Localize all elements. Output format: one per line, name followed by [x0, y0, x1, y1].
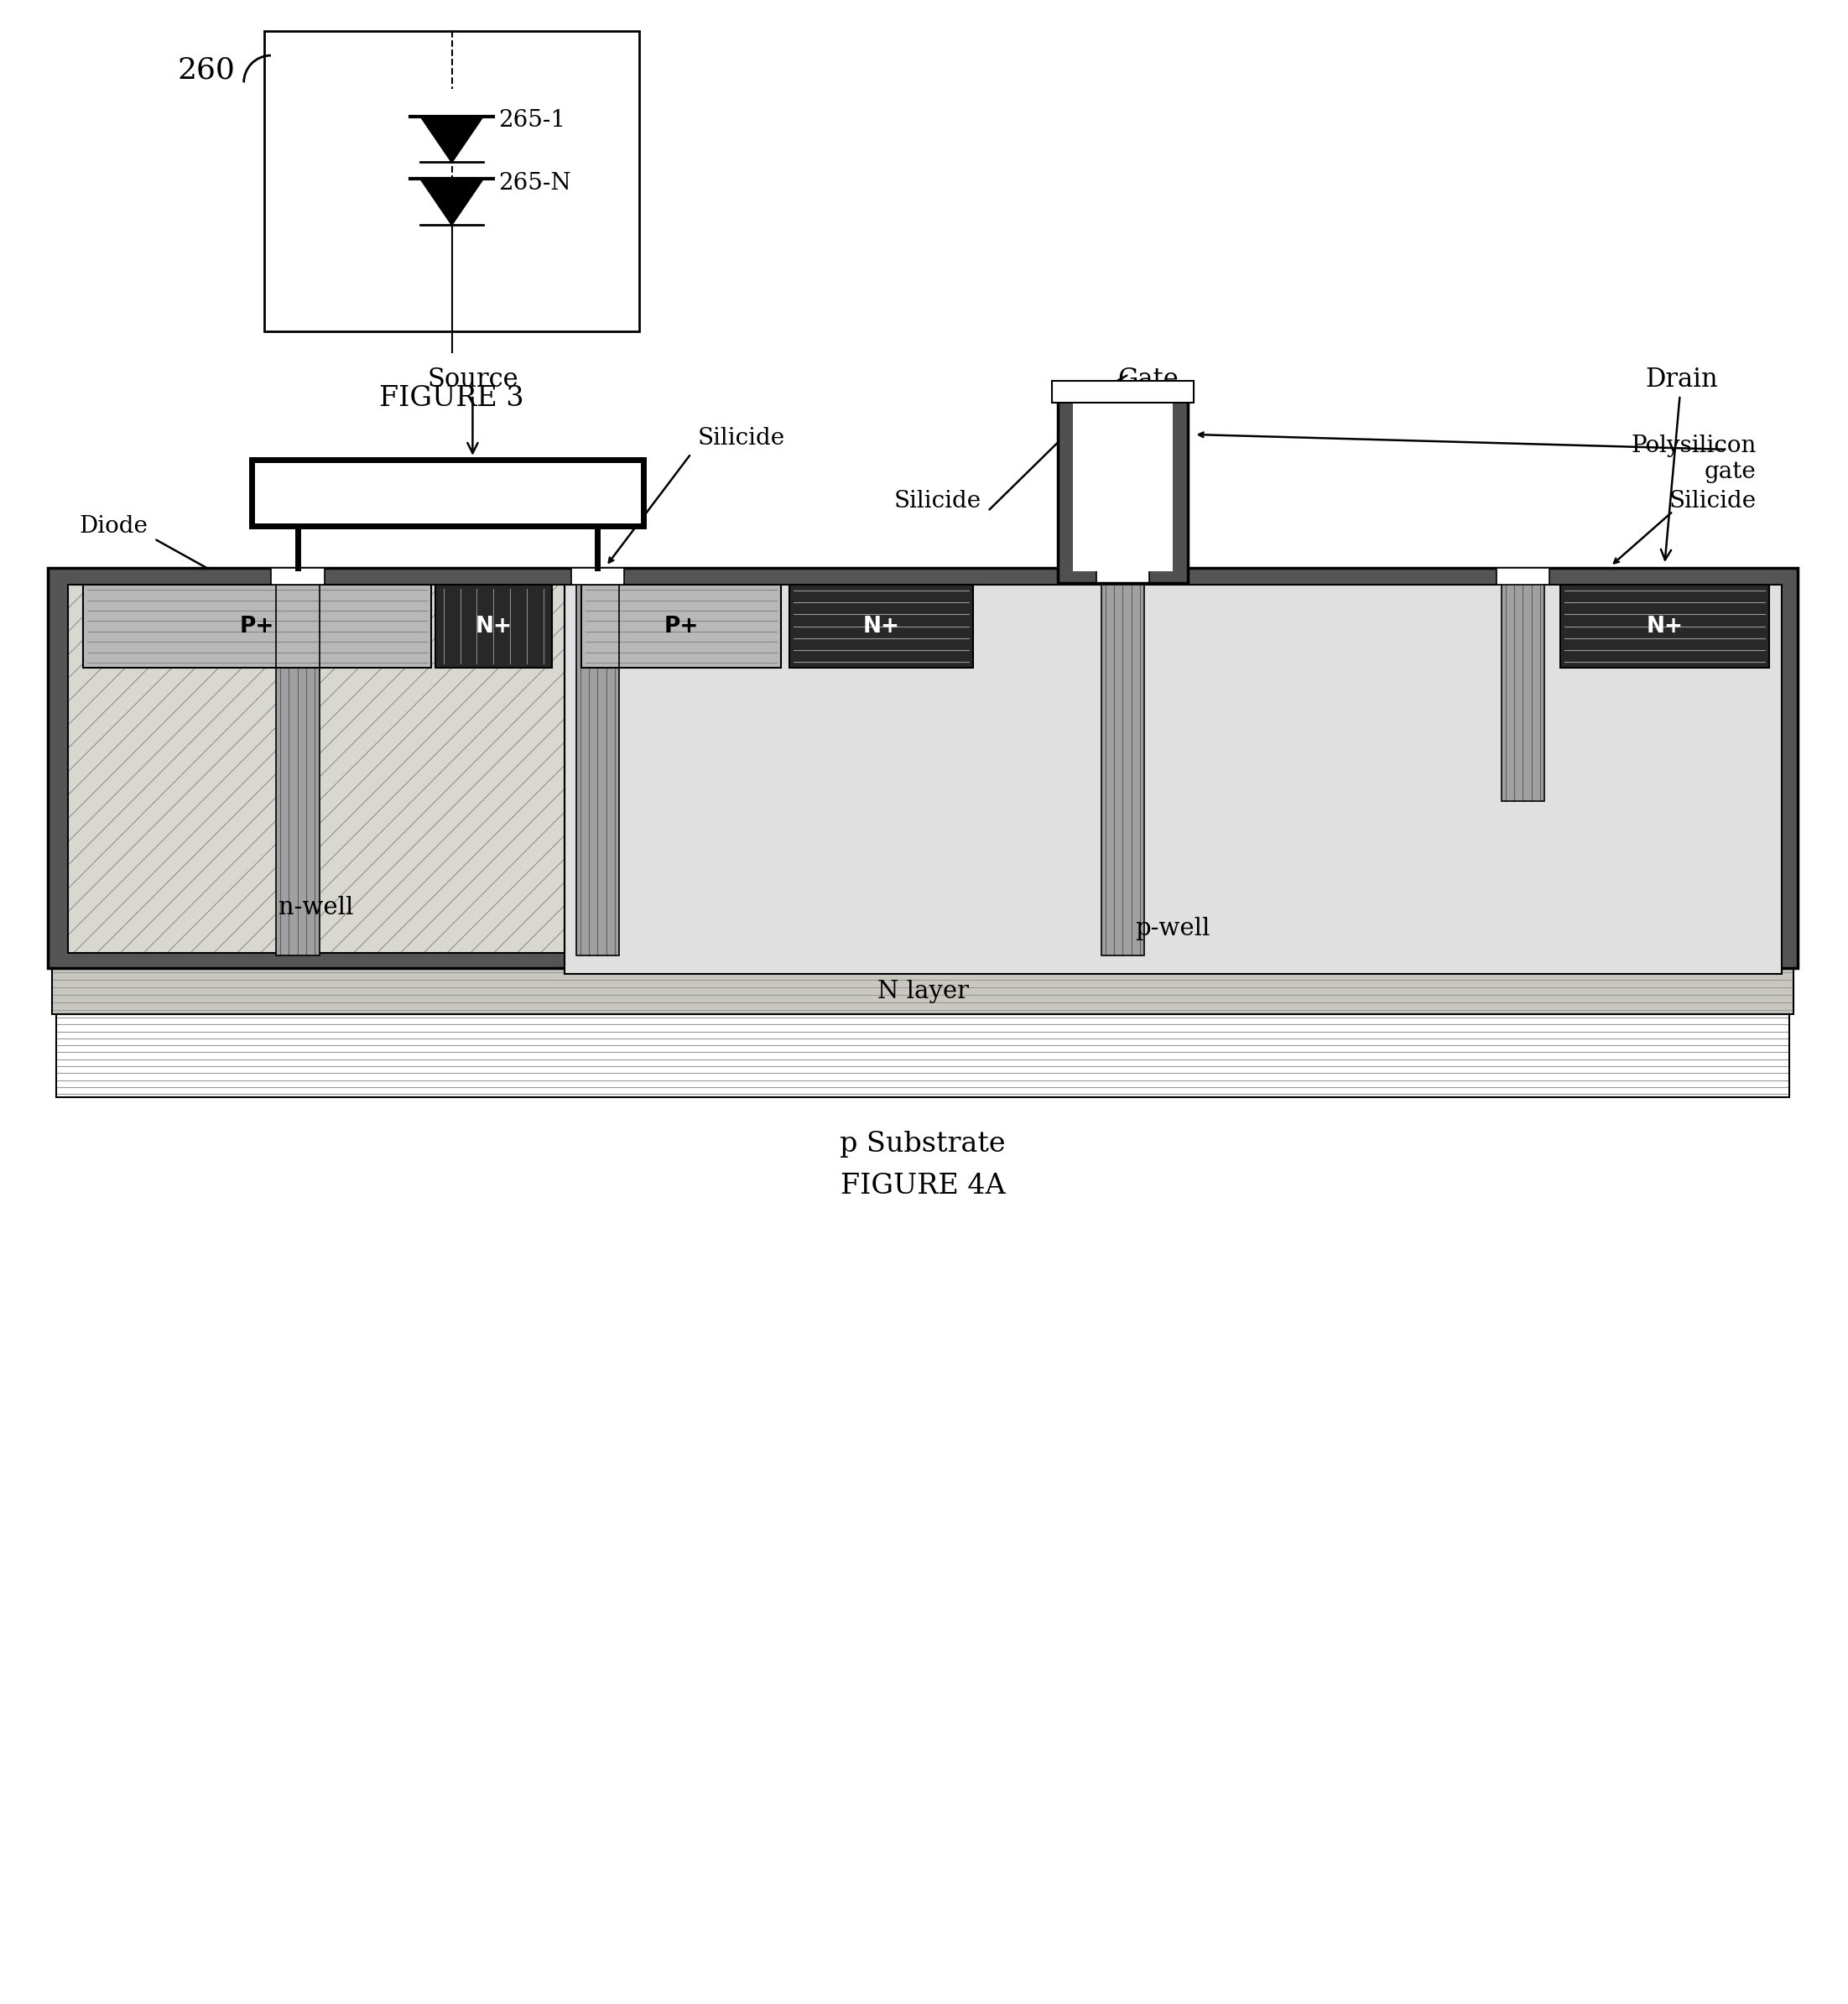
- Bar: [83, 585, 431, 667]
- Text: Silicide: Silicide: [699, 427, 785, 451]
- Bar: [1560, 585, 1769, 667]
- Text: Silicide: Silicide: [894, 489, 981, 513]
- Bar: [275, 567, 320, 956]
- Bar: [1059, 385, 1188, 583]
- Bar: [68, 585, 564, 954]
- Bar: [564, 585, 1781, 974]
- Bar: [434, 585, 553, 667]
- Bar: [264, 30, 639, 331]
- Bar: [1101, 567, 1144, 956]
- Text: p Substrate: p Substrate: [839, 1130, 1005, 1158]
- Bar: [48, 567, 1798, 968]
- Text: Gate: Gate: [1114, 367, 1179, 393]
- Polygon shape: [421, 178, 482, 224]
- Text: p-well: p-well: [1135, 916, 1210, 940]
- Text: n-well: n-well: [279, 896, 353, 920]
- Bar: [580, 585, 782, 667]
- Bar: [564, 585, 1781, 974]
- Text: P+: P+: [663, 615, 699, 637]
- Text: FIGURE 4A: FIGURE 4A: [841, 1172, 1005, 1198]
- Bar: [52, 968, 1794, 1014]
- Bar: [1560, 585, 1769, 667]
- Text: Source: Source: [427, 367, 517, 453]
- Text: 265-1: 265-1: [499, 108, 565, 132]
- Text: Drain: Drain: [1645, 367, 1717, 559]
- Bar: [1501, 567, 1545, 802]
- Text: FIGURE 3: FIGURE 3: [379, 385, 525, 413]
- Bar: [83, 585, 431, 667]
- Bar: [1059, 385, 1188, 583]
- Bar: [251, 459, 643, 527]
- Bar: [1101, 567, 1144, 956]
- Text: Diode: Diode: [79, 515, 148, 537]
- Bar: [789, 585, 972, 667]
- Text: 260: 260: [177, 56, 235, 84]
- Bar: [434, 585, 553, 667]
- Text: P+: P+: [240, 615, 275, 637]
- Text: N layer: N layer: [878, 980, 968, 1002]
- Bar: [1096, 567, 1149, 585]
- Bar: [1497, 567, 1550, 585]
- Text: Silicide: Silicide: [1669, 489, 1756, 513]
- Bar: [275, 567, 320, 956]
- Bar: [55, 1014, 1789, 1098]
- Text: N+: N+: [1647, 615, 1684, 637]
- Bar: [571, 567, 625, 585]
- Text: 265-N: 265-N: [499, 172, 571, 194]
- Bar: [789, 585, 972, 667]
- Polygon shape: [421, 116, 482, 162]
- Text: N+: N+: [475, 615, 512, 637]
- Bar: [272, 567, 323, 585]
- Text: N+: N+: [863, 615, 900, 637]
- Text: Polysilicon
gate: Polysilicon gate: [1632, 435, 1756, 483]
- Bar: [577, 567, 619, 956]
- Bar: [1052, 381, 1194, 403]
- Bar: [1501, 567, 1545, 802]
- Bar: [1074, 397, 1172, 571]
- Bar: [580, 585, 782, 667]
- Bar: [68, 585, 564, 954]
- Bar: [52, 968, 1794, 1014]
- Bar: [577, 567, 619, 956]
